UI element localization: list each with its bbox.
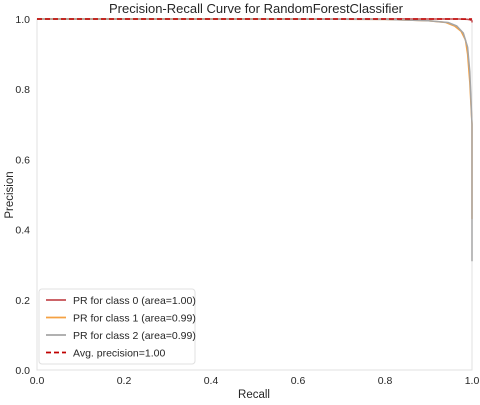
y-tick-label: 1.0 — [15, 14, 30, 26]
x-axis-label: Recall — [238, 389, 270, 401]
y-tick-label: 0.6 — [15, 154, 30, 166]
x-tick-label: 0.2 — [117, 375, 132, 387]
y-tick-label: 0.2 — [15, 295, 30, 307]
x-tick-label: 0.8 — [378, 375, 393, 387]
legend-box — [38, 288, 196, 365]
y-tick-label: 0.8 — [15, 84, 30, 96]
chart-title: Precision-Recall Curve for RandomForestC… — [109, 1, 404, 16]
series-layer — [37, 18, 473, 262]
y-axis-ticks: 0.0 0.2 0.4 0.6 0.8 1.0 — [15, 14, 30, 377]
y-tick-label: 0.4 — [15, 225, 30, 237]
x-axis-ticks: 0.0 0.2 0.4 0.6 0.8 1.0 — [30, 375, 480, 387]
series-line-2 — [37, 18, 473, 262]
y-axis-label: Precision — [4, 171, 16, 218]
x-tick-label: 0.6 — [291, 375, 306, 387]
x-tick-label: 0.0 — [30, 375, 45, 387]
legend-entry-label: Avg. precision=1.00 — [73, 348, 165, 360]
y-tick-label: 0.0 — [15, 365, 30, 377]
x-tick-label: 1.0 — [465, 375, 480, 387]
legend: PR for class 0 (area=1.00) PR for class 1… — [38, 288, 196, 365]
legend-entry-label: PR for class 2 (area=0.99) — [73, 330, 196, 342]
x-tick-label: 0.4 — [204, 375, 219, 387]
legend-entry-label: PR for class 1 (area=0.99) — [73, 313, 196, 325]
legend-entry-label: PR for class 0 (area=1.00) — [73, 295, 196, 307]
